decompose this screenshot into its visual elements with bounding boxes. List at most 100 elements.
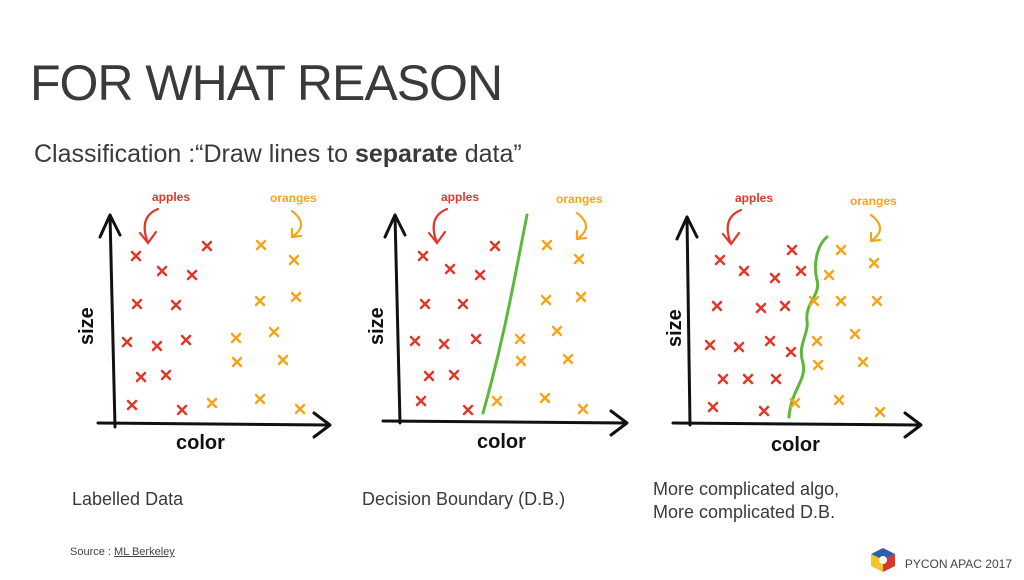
subtitle-prefix: Classification :“Draw lines to — [34, 140, 355, 168]
orange-point — [541, 239, 553, 251]
slide-title: FOR WHAT REASON — [30, 55, 503, 111]
apple-point — [186, 269, 198, 281]
y-axis-arrowhead — [98, 213, 122, 239]
orange-point — [206, 397, 218, 409]
caption-line: Decision Boundary (D.B.) — [362, 489, 566, 509]
orange-point — [514, 333, 526, 345]
apple-point — [409, 335, 421, 347]
caption-decision-boundary: Decision Boundary (D.B.) — [362, 488, 565, 511]
orange-point — [515, 355, 527, 367]
apples-arrow — [138, 207, 160, 245]
orange-point — [789, 397, 801, 409]
orange-point — [268, 326, 280, 338]
orange-point — [294, 403, 306, 415]
apple-point — [470, 333, 482, 345]
apples-label: apples — [735, 191, 773, 205]
y-axis — [393, 213, 402, 425]
apple-points — [121, 240, 213, 416]
apple-point — [764, 335, 776, 347]
apple-point — [704, 339, 716, 351]
pycon-logo-icon — [870, 548, 895, 572]
apple-point — [785, 346, 797, 358]
oranges-label: oranges — [270, 191, 317, 205]
orange-point — [573, 253, 585, 265]
orange-point — [539, 392, 551, 404]
orange-points — [789, 244, 886, 418]
orange-point — [491, 395, 503, 407]
scatter-diagram-labelled: apples oranges size color — [76, 190, 332, 454]
orange-point — [857, 356, 869, 368]
decision-boundary-line — [787, 235, 829, 419]
panel-complicated-boundary: apples oranges size color — [645, 185, 930, 456]
apple-point — [733, 341, 745, 353]
orange-point — [835, 295, 847, 307]
conference-name: PYCON APAC 2017 — [904, 557, 1012, 571]
source-link[interactable]: ML Berkeley — [114, 546, 175, 558]
apple-point — [201, 240, 213, 252]
orange-point — [849, 328, 861, 340]
decision-boundary-line — [481, 213, 529, 415]
apple-point — [130, 250, 142, 262]
x-axis-arrowhead — [903, 411, 923, 439]
apple-point — [758, 405, 770, 417]
subtitle-emphasis: separate — [354, 140, 458, 168]
x-axis-label: color — [176, 432, 225, 454]
orange-point — [562, 353, 574, 365]
orange-point — [254, 295, 266, 307]
apple-point — [160, 369, 172, 381]
apple-point — [770, 373, 782, 385]
apple-point — [170, 299, 182, 311]
apple-point — [742, 373, 754, 385]
conference-footer: PYCON APAC 2017 — [867, 548, 1012, 580]
x-axis — [671, 421, 921, 427]
apples-label: apples — [441, 190, 479, 204]
apple-point — [795, 265, 807, 277]
y-axis-label: size — [664, 309, 686, 347]
apple-point — [156, 265, 168, 277]
apple-point — [448, 369, 460, 381]
orange-point — [551, 325, 563, 337]
orange-point — [540, 294, 552, 306]
panel-decision-boundary: apples oranges size color — [355, 185, 635, 453]
orange-point — [874, 406, 886, 418]
apple-point — [135, 371, 147, 383]
orange-point — [288, 254, 300, 266]
apple-point — [474, 269, 486, 281]
x-axis-label: color — [477, 431, 526, 453]
apples-arrow — [721, 208, 743, 246]
apple-point — [769, 272, 781, 284]
apples-arrow — [427, 207, 449, 245]
apple-point — [121, 336, 133, 348]
apple-point — [462, 404, 474, 416]
orange-point — [255, 239, 267, 251]
apple-point — [489, 240, 501, 252]
y-axis-label: size — [366, 307, 388, 345]
x-axis-arrowhead — [312, 411, 332, 439]
x-axis — [96, 421, 330, 427]
apple-point — [415, 395, 427, 407]
caption-line: More complicated D.B. — [653, 502, 836, 522]
caption-line: Labelled Data — [72, 489, 184, 509]
apple-points — [409, 240, 501, 416]
orange-point — [835, 244, 847, 256]
x-axis — [381, 419, 627, 425]
apple-point — [151, 340, 163, 352]
orange-point — [290, 291, 302, 303]
orange-point — [575, 291, 587, 303]
apple-point — [444, 263, 456, 275]
orange-point — [871, 295, 883, 307]
oranges-arrow — [869, 213, 882, 243]
apple-point — [755, 302, 767, 314]
apple-point — [417, 250, 429, 262]
y-axis-label: size — [76, 307, 98, 345]
apple-point — [176, 404, 188, 416]
apple-point — [711, 300, 723, 312]
apple-point — [779, 300, 791, 312]
orange-point — [577, 403, 589, 415]
caption-labelled-data: Labelled Data — [72, 488, 183, 511]
apple-point — [786, 244, 798, 256]
y-axis — [108, 213, 117, 429]
apple-points — [704, 244, 807, 417]
y-axis-arrowhead — [675, 215, 699, 241]
orange-point — [277, 354, 289, 366]
